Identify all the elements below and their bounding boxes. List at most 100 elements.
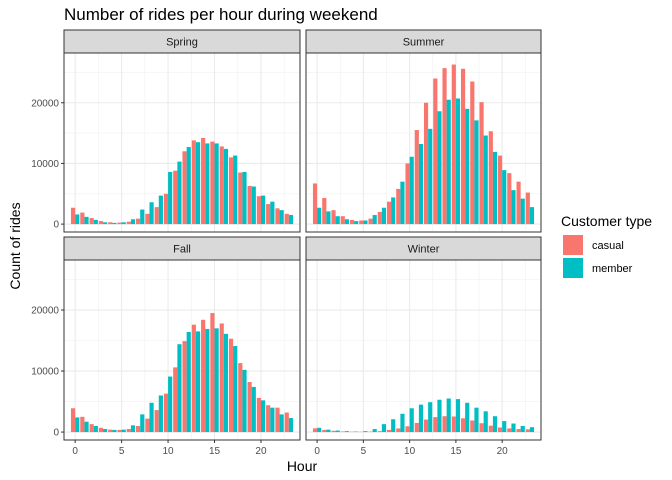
bar-summer-member-13 bbox=[437, 111, 442, 225]
bar-winter-casual-20 bbox=[497, 427, 503, 433]
bar-fall-casual-6 bbox=[126, 429, 131, 433]
bar-fall-casual-20 bbox=[256, 397, 261, 433]
bar-summer-casual-18 bbox=[479, 102, 484, 225]
strip-label-spring: Spring bbox=[166, 37, 198, 49]
bar-fall-member-19 bbox=[251, 386, 256, 433]
bar-fall-casual-19 bbox=[247, 382, 252, 433]
bar-spring-casual-10 bbox=[163, 193, 169, 225]
bar-fall-member-7 bbox=[140, 414, 145, 433]
bar-spring-member-14 bbox=[205, 143, 210, 225]
bar-spring-casual-17 bbox=[228, 157, 234, 225]
bar-summer-member-20 bbox=[502, 170, 507, 225]
bar-summer-member-5 bbox=[363, 220, 368, 225]
bar-winter-member-17 bbox=[474, 407, 479, 433]
strip-summer bbox=[305, 29, 542, 54]
bar-fall-casual-0 bbox=[70, 408, 76, 433]
legend-key-member bbox=[563, 258, 583, 278]
bar-spring-casual-18 bbox=[238, 172, 243, 225]
y-tick-label: 10000 bbox=[31, 367, 59, 378]
x-tick-label: 20 bbox=[497, 446, 509, 457]
x-tick-label: 5 bbox=[361, 446, 367, 457]
bar-fall-member-4 bbox=[112, 429, 117, 433]
bar-spring-member-11 bbox=[177, 161, 182, 225]
bar-summer-casual-3 bbox=[340, 216, 345, 225]
bar-summer-member-22 bbox=[520, 198, 525, 225]
bar-spring-member-3 bbox=[103, 222, 108, 225]
bar-summer-member-8 bbox=[391, 197, 396, 225]
y-tick-label: 20000 bbox=[31, 306, 59, 317]
bar-spring-casual-20 bbox=[256, 196, 261, 225]
bar-summer-member-15 bbox=[455, 98, 461, 225]
bar-fall-member-23 bbox=[288, 418, 294, 433]
bar-fall-casual-13 bbox=[191, 324, 196, 433]
bar-spring-member-21 bbox=[270, 201, 275, 225]
bar-fall-casual-3 bbox=[98, 427, 104, 433]
bar-summer-casual-6 bbox=[368, 218, 373, 225]
panel-fall: Fall 0 10000 20000 0 5 10 15 20 bbox=[31, 236, 301, 457]
bar-fall-casual-2 bbox=[89, 424, 94, 433]
bar-winter-casual-22 bbox=[516, 429, 521, 433]
bar-summer-member-11 bbox=[418, 144, 424, 225]
bar-summer-member-3 bbox=[344, 219, 350, 225]
bar-fall-casual-10 bbox=[163, 393, 169, 433]
bar-winter-casual-9 bbox=[396, 428, 401, 433]
bar-fall-member-10 bbox=[168, 376, 173, 433]
bar-fall-casual-16 bbox=[219, 323, 224, 433]
bar-summer-casual-10 bbox=[405, 163, 410, 225]
panel-background bbox=[306, 260, 541, 440]
bar-winter-member-19 bbox=[492, 416, 498, 433]
bar-spring-member-1 bbox=[84, 216, 89, 225]
bar-winter-member-16 bbox=[465, 402, 470, 433]
bar-spring-casual-15 bbox=[210, 141, 215, 225]
bar-winter-member-23 bbox=[529, 427, 535, 433]
bar-summer-casual-19 bbox=[488, 131, 493, 225]
x-tick-label: 10 bbox=[404, 446, 416, 457]
x-tick-label: 0 bbox=[314, 446, 320, 457]
bar-winter-casual-14 bbox=[442, 416, 447, 433]
bar-fall-casual-5 bbox=[117, 429, 122, 433]
bar-spring-member-0 bbox=[75, 214, 80, 225]
bar-spring-casual-19 bbox=[247, 185, 252, 225]
bar-summer-member-7 bbox=[381, 207, 387, 225]
bar-spring-casual-12 bbox=[182, 151, 187, 225]
bar-fall-casual-18 bbox=[238, 363, 243, 433]
bar-winter-casual-18 bbox=[479, 423, 484, 433]
bar-winter-casual-2 bbox=[331, 430, 336, 433]
bar-winter-member-2 bbox=[335, 430, 340, 433]
bar-summer-casual-13 bbox=[433, 78, 438, 225]
bar-summer-member-19 bbox=[492, 151, 498, 225]
bar-winter-member-0 bbox=[317, 427, 322, 433]
bar-summer-casual-21 bbox=[507, 173, 512, 225]
bar-summer-casual-4 bbox=[349, 219, 355, 225]
bar-fall-member-6 bbox=[130, 425, 136, 433]
bar-fall-casual-4 bbox=[108, 429, 113, 433]
bar-summer-casual-17 bbox=[470, 81, 475, 225]
bar-winter-member-10 bbox=[409, 408, 414, 433]
bar-fall-member-18 bbox=[242, 369, 247, 433]
panel-winter: Winter 0 5 10 15 20 bbox=[305, 236, 542, 457]
bar-summer-member-21 bbox=[511, 190, 516, 225]
bar-summer-member-12 bbox=[428, 128, 433, 225]
bar-fall-casual-1 bbox=[80, 416, 85, 433]
bar-fall-member-20 bbox=[260, 400, 266, 433]
bar-spring-casual-22 bbox=[275, 208, 280, 225]
bar-spring-member-6 bbox=[130, 219, 136, 225]
bar-spring-member-12 bbox=[186, 147, 191, 225]
bar-fall-member-15 bbox=[214, 328, 219, 433]
strip-spring bbox=[63, 29, 301, 54]
bar-winter-casual-13 bbox=[433, 417, 438, 433]
bar-winter-casual-7 bbox=[377, 431, 382, 433]
bar-spring-member-5 bbox=[121, 222, 126, 225]
bar-winter-casual-23 bbox=[525, 429, 530, 433]
bar-fall-member-9 bbox=[158, 395, 163, 433]
bar-fall-member-0 bbox=[75, 417, 80, 433]
bar-spring-member-23 bbox=[288, 215, 294, 225]
strip-label-summer: Summer bbox=[403, 37, 445, 49]
bar-winter-casual-10 bbox=[405, 426, 410, 433]
bar-spring-casual-0 bbox=[70, 207, 76, 225]
bar-fall-casual-15 bbox=[210, 313, 215, 433]
bar-winter-member-1 bbox=[326, 429, 331, 433]
bar-winter-casual-19 bbox=[488, 425, 493, 433]
